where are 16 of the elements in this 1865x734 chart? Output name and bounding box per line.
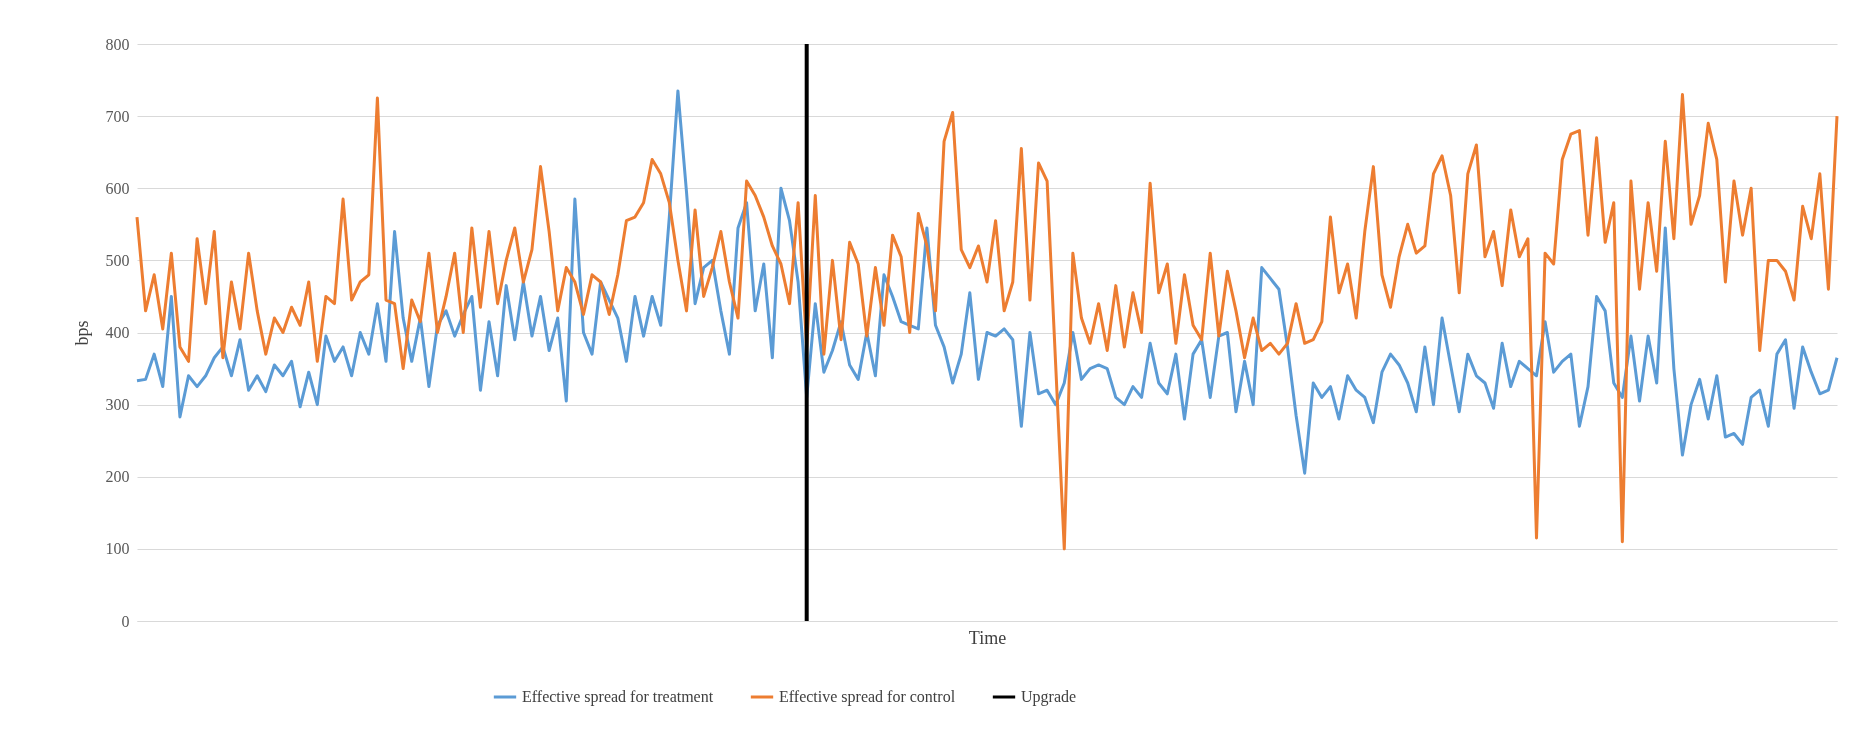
legend-label: Effective spread for control [779, 688, 956, 706]
text: Upgrade [1021, 688, 1077, 705]
y-axis-title: bps [71, 320, 92, 346]
y-tick-label: 0 [121, 612, 130, 630]
y-tick-label: 700 [105, 107, 130, 125]
y-tick-label: 400 [105, 324, 130, 341]
y-tick-label: 600 [105, 179, 130, 197]
y-tick-label: 200 [105, 468, 130, 486]
line-series [135, 89, 1839, 475]
legend-label: Effective spread for treatment [522, 688, 714, 706]
y-tick-label: 500 [105, 251, 130, 269]
y-tick-label: 100 [105, 540, 130, 558]
y-tick-label: 300 [105, 396, 130, 414]
line-series [135, 92, 1839, 551]
y-tick-label: 800 [105, 35, 130, 53]
x-axis-title: Time [968, 627, 1007, 648]
